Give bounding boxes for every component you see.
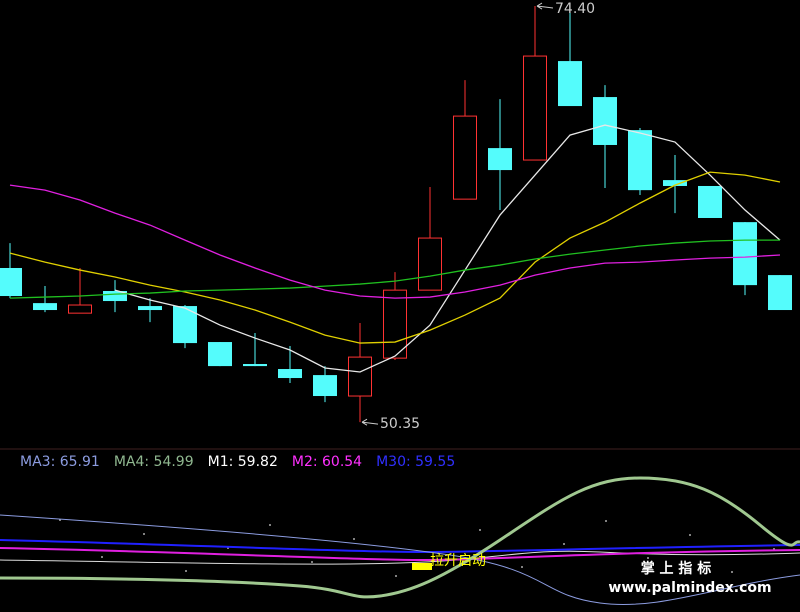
indicator-curve <box>0 476 800 599</box>
candle-body <box>768 275 792 311</box>
signal-label: 拉升启动 <box>430 553 486 569</box>
candle-body <box>0 267 22 297</box>
watermark-url: www.palmindex.com <box>608 580 771 596</box>
candle-body <box>103 291 127 302</box>
ma-line <box>9 171 781 344</box>
candle-body <box>418 237 442 291</box>
candle-body <box>383 289 407 359</box>
candle-body <box>733 222 757 286</box>
candle-body <box>558 61 582 107</box>
dot <box>521 566 523 568</box>
dot <box>395 575 397 577</box>
dot <box>647 557 649 559</box>
dot <box>269 524 271 526</box>
indicator-legend: MA3: 65.91 <box>20 454 100 470</box>
watermark-title: 掌 上 指 标 <box>641 560 712 577</box>
low-label: 50.35 <box>380 416 420 432</box>
candle-body <box>138 306 162 311</box>
indicator-legend: M30: 59.55 <box>376 454 455 470</box>
indicator-legend: MA4: 54.99 <box>114 454 194 470</box>
candle-body <box>523 55 547 161</box>
dot <box>689 534 691 536</box>
dot <box>143 533 145 535</box>
indicator-legend: M1: 59.82 <box>208 454 278 470</box>
candle-body <box>313 375 337 397</box>
indicator-curves <box>0 476 800 606</box>
candle-body <box>348 356 372 397</box>
ma-line <box>9 239 780 299</box>
dot <box>311 561 313 563</box>
indicator-curve <box>0 514 800 606</box>
candle-body <box>278 369 302 379</box>
indicator-curve <box>0 547 800 562</box>
high-pointer <box>536 2 554 10</box>
candle-body <box>488 148 512 171</box>
ma-line <box>114 124 781 373</box>
candle-body <box>593 97 617 145</box>
candle-body <box>208 342 232 367</box>
dot <box>731 571 733 573</box>
dot <box>563 543 565 545</box>
signal-bar <box>412 563 432 570</box>
candle-body <box>243 364 267 367</box>
candle-body <box>628 130 652 191</box>
dot <box>185 570 187 572</box>
candle-body <box>698 185 722 218</box>
ma-line <box>9 184 781 299</box>
candle-body <box>33 303 57 311</box>
dot <box>353 538 355 540</box>
high-label: 74.40 <box>555 1 595 17</box>
candle-body <box>68 304 92 314</box>
dot <box>605 520 607 522</box>
indicator-curve <box>0 539 800 554</box>
low-pointer <box>361 418 379 426</box>
dot <box>479 529 481 531</box>
indicator-legend: M2: 60.54 <box>292 454 362 470</box>
candle-body <box>663 180 687 186</box>
candle-body <box>453 115 477 200</box>
dot <box>101 556 103 558</box>
